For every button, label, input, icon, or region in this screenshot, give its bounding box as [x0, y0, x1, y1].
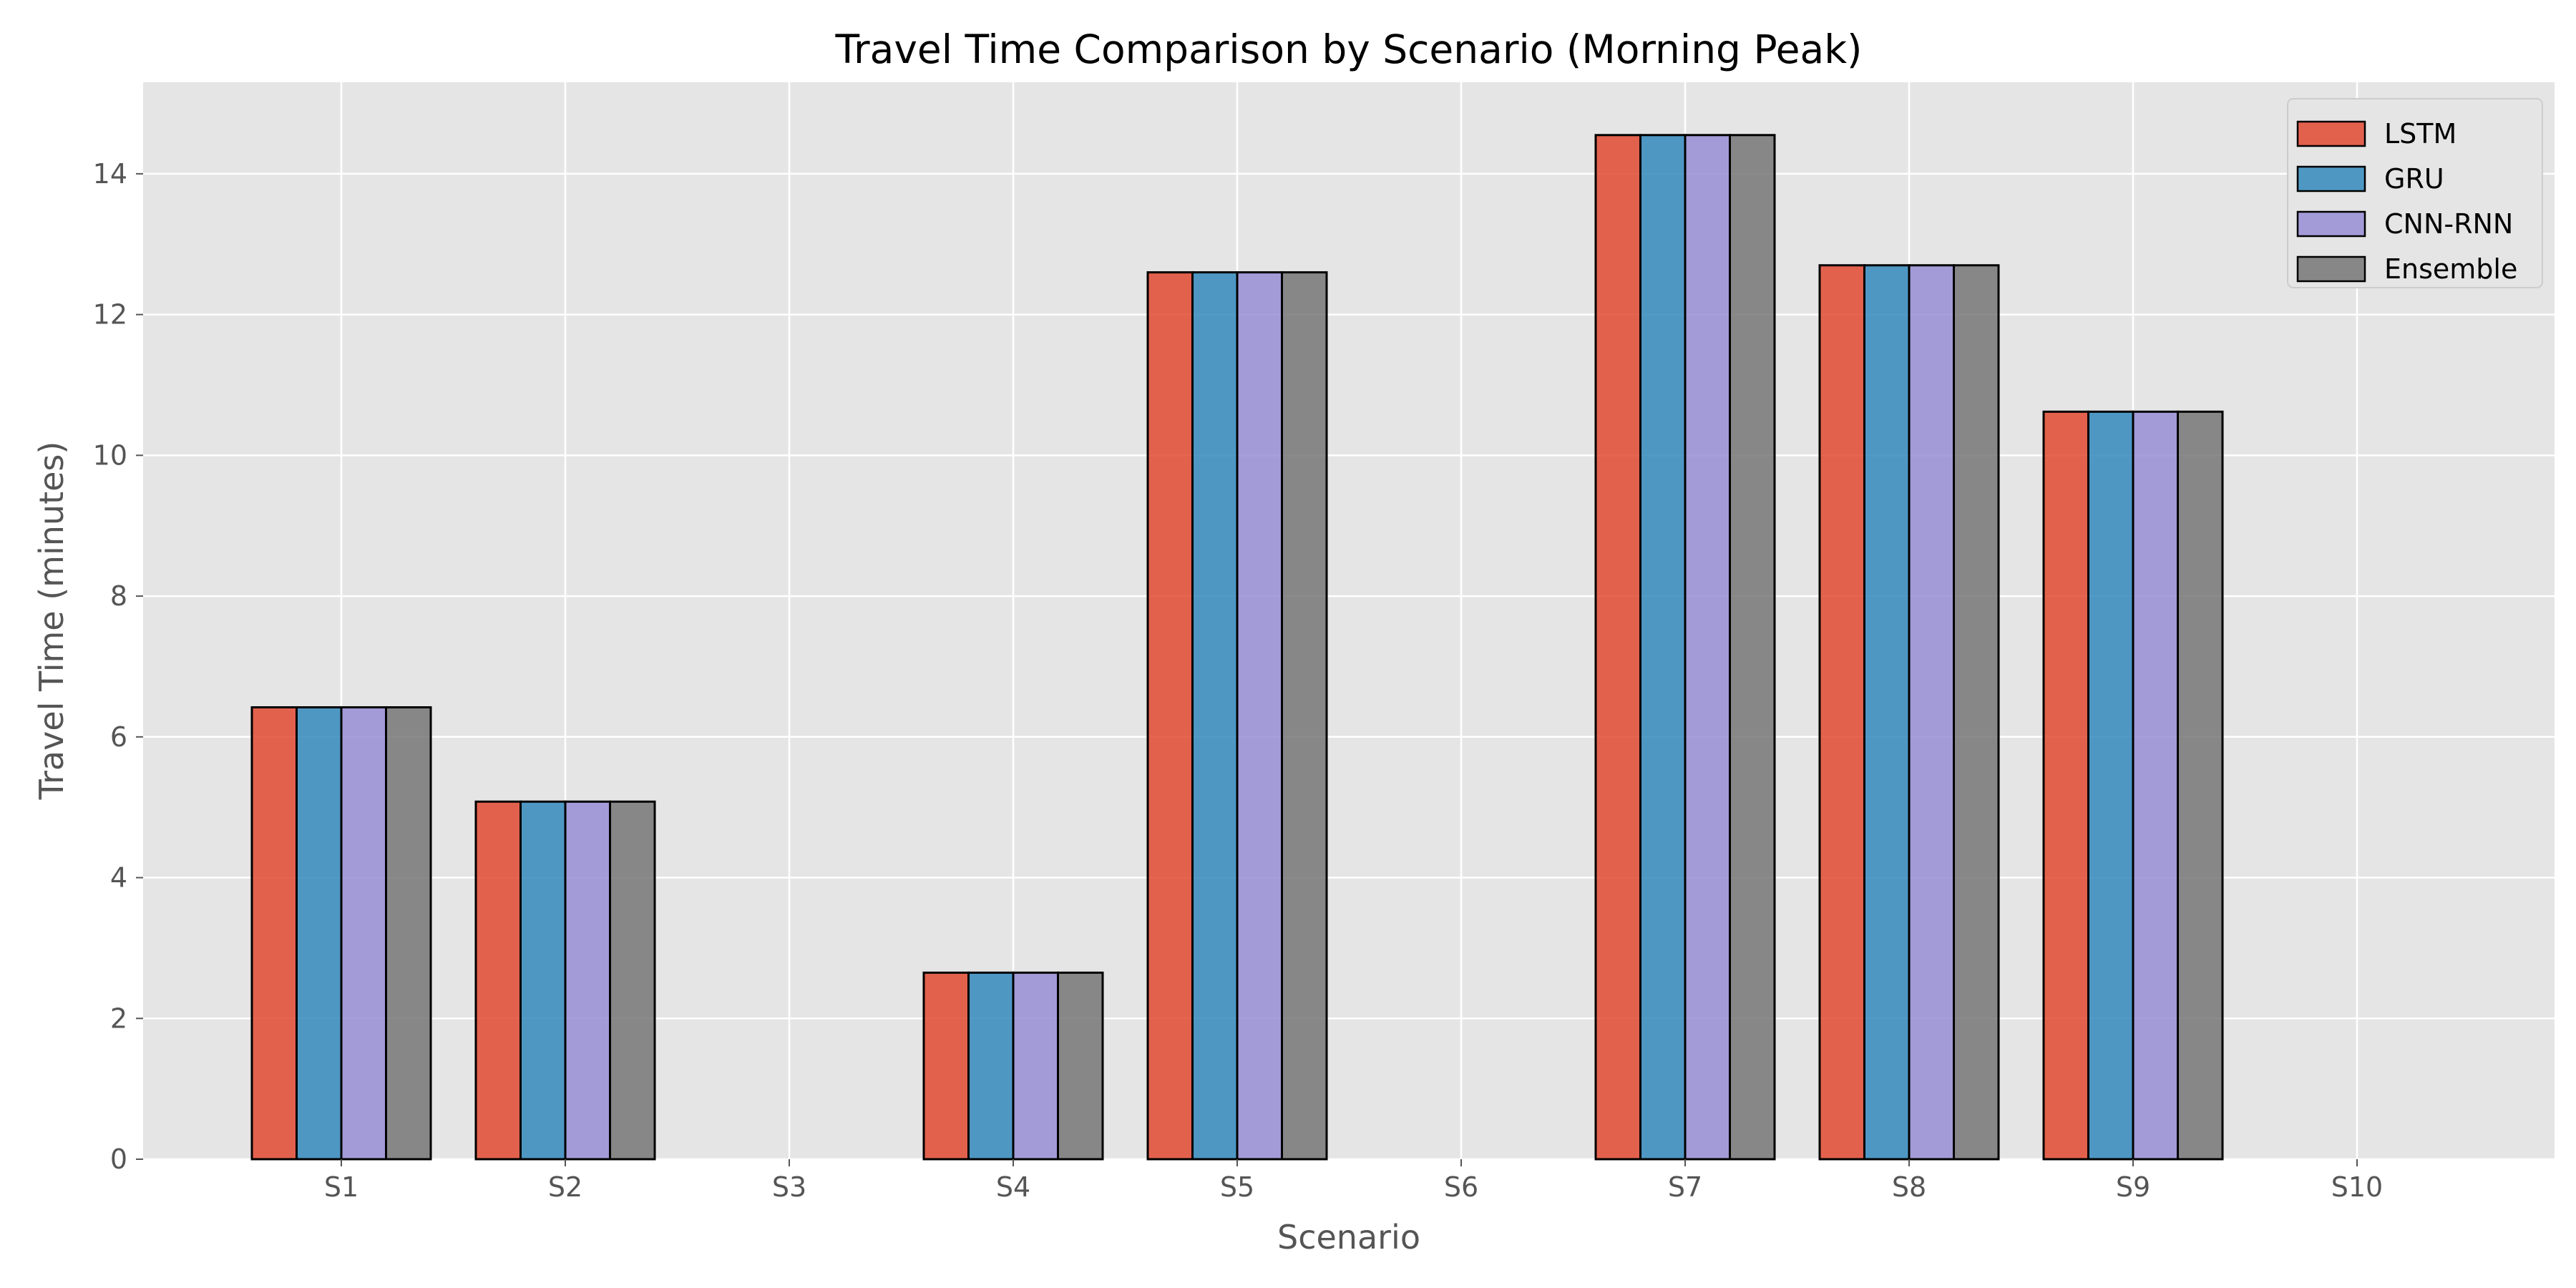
bar-ensemble-s2: [609, 800, 656, 1161]
bar-ensemble-s8: [1953, 264, 2000, 1161]
bar-gru-s8: [1863, 264, 1911, 1161]
y-tick-label-8: 8: [110, 580, 127, 612]
bar-lstm-s2: [474, 800, 522, 1161]
legend-label-gru: GRU: [2384, 163, 2444, 195]
x-tick-label-s9: S9: [2116, 1171, 2150, 1203]
bar-ensemble-s1: [385, 706, 432, 1161]
legend-swatch-lstm: [2296, 120, 2366, 147]
chart-title: Travel Time Comparison by Scenario (Morn…: [834, 26, 1862, 72]
bar-cnn-rnn-s1: [340, 706, 387, 1161]
bar-ensemble-s5: [1281, 271, 1328, 1161]
y-tick-label-2: 2: [110, 1002, 127, 1034]
bar-ensemble-s9: [2177, 410, 2224, 1161]
bar-lstm-s9: [2042, 410, 2089, 1161]
legend-label-lstm: LSTM: [2384, 118, 2457, 150]
bar-cnn-rnn-s8: [1908, 264, 1955, 1161]
y-tick-label-10: 10: [93, 439, 127, 471]
x-tick-label-s1: S1: [324, 1171, 358, 1203]
bar-gru-s9: [2087, 410, 2135, 1161]
bar-lstm-s8: [1818, 264, 1865, 1161]
bar-cnn-rnn-s5: [1236, 271, 1283, 1161]
x-tick-label-s7: S7: [1668, 1171, 1702, 1203]
bar-cnn-rnn-s2: [564, 800, 611, 1161]
legend-label-ensemble: Ensemble: [2384, 253, 2517, 285]
legend-swatch-gru: [2296, 165, 2366, 192]
x-tick-label-s5: S5: [1220, 1171, 1254, 1203]
x-tick-label-s2: S2: [548, 1171, 582, 1203]
legend-swatch-cnn-rnn: [2296, 210, 2366, 238]
y-axis-ticks: 0 2 4 6 8 10 12 14: [93, 158, 143, 1175]
bar-cnn-rnn-s9: [2132, 410, 2179, 1161]
bar-lstm-s5: [1146, 271, 1194, 1161]
x-axis-ticks: S1 S2 S3 S4 S5 S6 S7 S8 S9 S10: [324, 1159, 2383, 1203]
y-tick-label-0: 0: [110, 1143, 127, 1175]
bars: [250, 134, 2224, 1161]
bar-lstm-s1: [250, 706, 298, 1161]
bar-lstm-s7: [1594, 134, 1641, 1161]
x-tick-label-s3: S3: [772, 1171, 806, 1203]
y-tick-label-12: 12: [93, 299, 127, 331]
bar-cnn-rnn-s4: [1012, 971, 1059, 1161]
bar-ensemble-s7: [1729, 134, 1776, 1161]
bar-gru-s4: [967, 971, 1015, 1161]
bar-lstm-s4: [922, 971, 970, 1161]
x-tick-label-s4: S4: [996, 1171, 1030, 1203]
bar-gru-s1: [296, 706, 343, 1161]
y-tick-label-6: 6: [110, 721, 127, 753]
bar-cnn-rnn-s7: [1684, 134, 1731, 1161]
x-tick-label-s8: S8: [1892, 1171, 1926, 1203]
y-tick-label-14: 14: [93, 158, 127, 190]
legend-label-cnn-rnn: CNN-RNN: [2384, 208, 2513, 240]
bar-ensemble-s4: [1057, 971, 1104, 1161]
x-tick-label-s6: S6: [1444, 1171, 1478, 1203]
legend: LSTM GRU CNN-RNN Ensemble: [2287, 98, 2543, 288]
x-tick-label-s10: S10: [2331, 1171, 2383, 1203]
x-axis-label: Scenario: [1277, 1218, 1420, 1257]
y-axis-label: Travel Time (minutes): [32, 441, 71, 801]
bar-gru-s7: [1639, 134, 1687, 1161]
legend-swatch-ensemble: [2296, 255, 2366, 283]
bar-gru-s5: [1191, 271, 1239, 1161]
bar-gru-s2: [519, 800, 567, 1161]
y-tick-label-4: 4: [110, 862, 127, 894]
